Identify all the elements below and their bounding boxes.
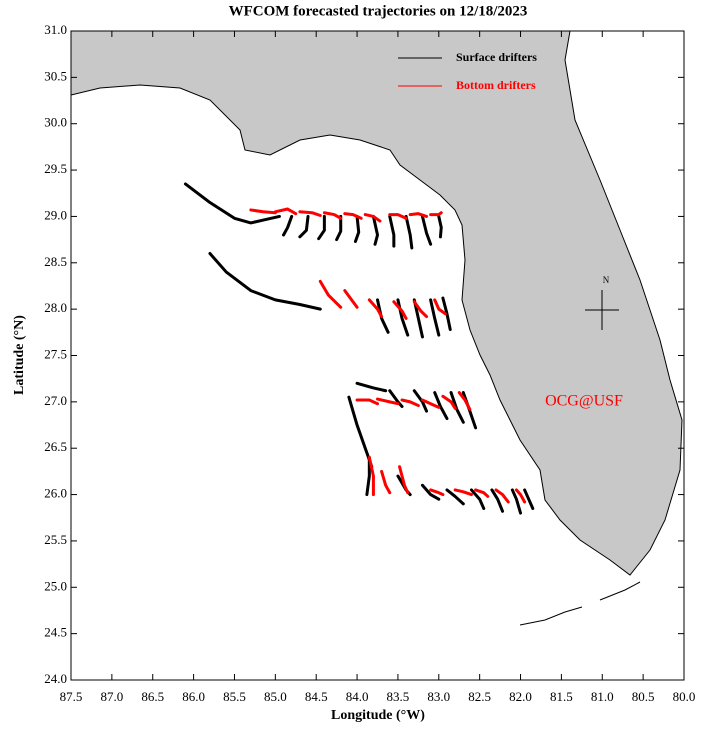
trajectory	[433, 298, 447, 316]
trajectory	[420, 214, 433, 246]
x-tick-label: 86.5	[141, 689, 164, 704]
trajectory	[429, 298, 441, 337]
trajectory	[412, 389, 429, 413]
y-tick-label: 27.0	[44, 393, 67, 408]
trajectory	[367, 298, 384, 319]
trajectory	[388, 213, 408, 220]
y-tick-label: 25.5	[44, 532, 67, 547]
y-tick-label: 30.5	[44, 68, 67, 83]
x-tick-label: 85.5	[223, 689, 246, 704]
chart-title: WFCOM forecasted trajectories on 12/18/2…	[229, 3, 528, 19]
trajectory	[449, 391, 465, 424]
y-axis-label: Latitude (°N)	[12, 315, 27, 395]
trajectory	[441, 394, 457, 410]
trajectory	[376, 298, 390, 334]
trajectory	[318, 279, 343, 309]
trajectory	[355, 381, 388, 393]
y-tick-label: 24.0	[44, 671, 67, 686]
x-tick-label: 82.0	[509, 689, 532, 704]
x-tick-label: 85.0	[264, 689, 287, 704]
trajectory	[474, 488, 490, 498]
trajectory	[420, 398, 441, 409]
x-tick-label: 86.0	[182, 689, 205, 704]
land	[70, 30, 683, 576]
trajectory	[523, 488, 535, 510]
y-tick-label: 24.5	[44, 625, 67, 640]
trajectory	[429, 488, 445, 497]
y-tick-label: 25.0	[44, 578, 67, 593]
legend-label: Surface drifters	[456, 50, 537, 64]
trajectory	[445, 488, 465, 506]
compass	[585, 290, 619, 330]
trajectory	[282, 214, 294, 237]
y-tick-label: 26.5	[44, 439, 67, 454]
trajectory	[273, 207, 298, 216]
annotation: OCG@USF	[545, 393, 623, 410]
y-tick-label: 26.0	[44, 486, 67, 501]
trajectory	[494, 488, 510, 504]
trajectory	[371, 214, 379, 246]
trajectory	[420, 483, 441, 501]
trajectory	[429, 211, 443, 217]
trajectory	[183, 182, 281, 225]
y-tick-label: 28.0	[44, 300, 67, 315]
trajectory	[376, 397, 400, 406]
trajectory	[367, 455, 375, 497]
x-tick-label: 83.5	[387, 689, 410, 704]
trajectory	[317, 214, 326, 241]
trajectory	[404, 214, 414, 250]
y-tick-label: 30.0	[44, 115, 67, 130]
trajectory	[363, 213, 382, 223]
trajectory	[457, 391, 472, 411]
trajectory	[353, 214, 361, 243]
florida-keys	[519, 581, 641, 626]
trajectory	[343, 289, 359, 309]
trajectory	[249, 208, 277, 215]
x-tick-label: 82.5	[468, 689, 491, 704]
trajectory	[398, 465, 410, 495]
trajectory	[441, 296, 452, 332]
x-tick-label: 84.5	[305, 689, 328, 704]
x-tick-label: 81.5	[550, 689, 573, 704]
x-tick-label: 84.0	[346, 689, 369, 704]
x-tick-label: 80.5	[632, 689, 655, 704]
x-tick-label: 87.0	[100, 689, 123, 704]
trajectory	[335, 214, 343, 242]
trajectory	[392, 300, 408, 320]
trajectory	[469, 488, 486, 510]
legend-label: Bottom drifters	[456, 78, 536, 92]
x-tick-label: 80.0	[673, 689, 696, 704]
y-tick-label: 29.5	[44, 161, 67, 176]
trajectory	[322, 211, 343, 220]
x-tick-label: 83.0	[427, 689, 450, 704]
trajectory	[298, 214, 310, 239]
y-tick-label: 29.0	[44, 207, 67, 222]
trajectory	[355, 398, 379, 406]
y-tick-label: 31.0	[44, 22, 67, 37]
y-tick-label: 27.5	[44, 346, 67, 361]
trajectory	[514, 488, 527, 504]
x-tick-label: 81.0	[591, 689, 614, 704]
x-tick-label: 87.5	[60, 689, 83, 704]
trajectory	[208, 252, 322, 311]
x-axis-label: Longitude (°W)	[331, 708, 425, 723]
trajectory	[490, 488, 505, 513]
trajectory	[343, 212, 363, 220]
trajectory	[510, 488, 523, 515]
trajectory	[412, 300, 429, 319]
trajectory	[453, 488, 473, 497]
trajectory	[408, 212, 429, 218]
trajectory	[388, 214, 396, 248]
trajectory	[380, 469, 392, 495]
trajectory	[298, 210, 322, 218]
trajectory	[400, 398, 420, 408]
trajectory	[433, 391, 449, 421]
compass-label: N	[603, 275, 610, 285]
trajectory	[388, 389, 404, 408]
trajectory	[437, 214, 443, 239]
y-tick-label: 28.5	[44, 254, 67, 269]
